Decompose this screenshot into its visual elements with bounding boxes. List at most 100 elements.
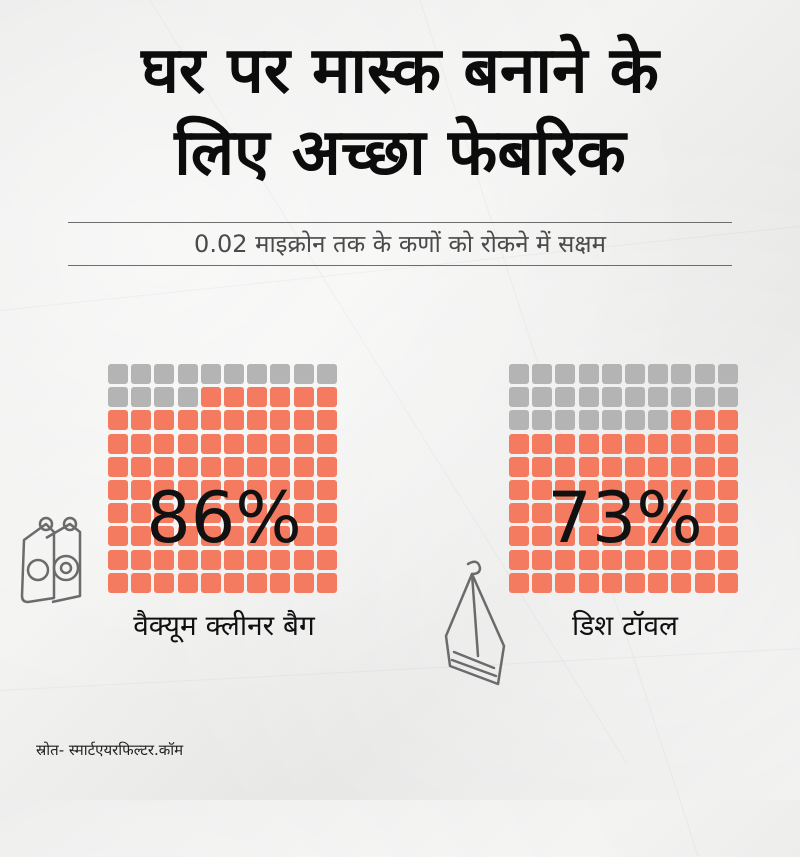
waffle-cell-filled	[671, 503, 692, 524]
waffle-cell-empty	[108, 364, 128, 384]
waffle-cell-filled	[694, 433, 715, 454]
waffle-cell-filled	[154, 549, 175, 570]
dish-towel-icon	[444, 560, 506, 686]
waffle-cell-empty	[154, 364, 175, 384]
waffle-cell-empty	[509, 364, 529, 384]
waffle-cell-filled	[108, 410, 128, 431]
waffle-cell-filled	[717, 572, 738, 593]
waffle-cell-filled	[131, 526, 152, 547]
waffle-cell-empty	[131, 364, 152, 384]
waffle-cell-filled	[293, 480, 314, 500]
waffle-cell-empty	[625, 387, 645, 408]
waffle-cell-filled	[316, 387, 337, 408]
waffle-cell-filled	[247, 503, 268, 524]
waffle-cell-filled	[671, 480, 692, 500]
waffle-chart-dish-towel	[509, 364, 741, 596]
waffle-cell-filled	[108, 480, 128, 500]
waffle-cell-filled	[224, 480, 244, 500]
waffle-cell-empty	[625, 410, 645, 431]
waffle-cell-filled	[717, 503, 738, 524]
waffle-cell-filled	[717, 549, 738, 570]
waffle-cell-filled	[694, 456, 715, 477]
waffle-cell-filled	[316, 549, 337, 570]
waffle-cell-filled	[177, 433, 198, 454]
waffle-cell-filled	[578, 433, 599, 454]
waffle-cell-filled	[509, 572, 529, 593]
waffle-cell-filled	[578, 480, 599, 500]
waffle-cell-empty	[625, 364, 645, 384]
waffle-cell-empty	[717, 364, 738, 384]
waffle-cell-filled	[154, 480, 175, 500]
waffle-cell-filled	[625, 572, 645, 593]
waffle-cell-filled	[177, 572, 198, 593]
value-label-vacuum-bag: 86%	[146, 477, 302, 559]
waffle-cell-filled	[270, 503, 291, 524]
waffle-cell-empty	[648, 364, 669, 384]
waffle-cell-filled	[293, 410, 314, 431]
waffle-cell-filled	[108, 456, 128, 477]
waffle-cell-filled	[532, 480, 553, 500]
waffle-cell-filled	[532, 549, 553, 570]
waffle-cell-filled	[316, 456, 337, 477]
waffle-cell-empty	[601, 410, 622, 431]
waffle-cell-filled	[293, 456, 314, 477]
waffle-cell-filled	[177, 480, 198, 500]
waffle-cell-filled	[200, 456, 221, 477]
waffle-cell-filled	[224, 456, 244, 477]
waffle-cell-filled	[509, 503, 529, 524]
waffle-cell-filled	[108, 503, 128, 524]
waffle-cell-filled	[177, 456, 198, 477]
waffle-cell-filled	[154, 410, 175, 431]
title-line-2: लिए अच्छा फेबरिक	[174, 116, 626, 190]
waffle-cell-empty	[177, 364, 198, 384]
waffle-cell-filled	[154, 572, 175, 593]
vacuum-bag-icon	[20, 516, 82, 604]
waffle-cell-filled	[316, 526, 337, 547]
category-label-vacuum-bag: वैक्यूम क्लीनर बैग	[133, 609, 315, 642]
waffle-cell-filled	[648, 549, 669, 570]
waffle-cell-filled	[601, 456, 622, 477]
waffle-cell-filled	[293, 503, 314, 524]
title-line-1: घर पर मास्क बनाने के	[141, 34, 659, 108]
waffle-cell-empty	[247, 364, 268, 384]
waffle-cell-empty	[509, 410, 529, 431]
waffle-cell-filled	[200, 572, 221, 593]
waffle-cell-filled	[717, 456, 738, 477]
waffle-cell-empty	[293, 364, 314, 384]
waffle-cell-filled	[200, 526, 221, 547]
waffle-cell-filled	[601, 503, 622, 524]
waffle-cell-filled	[177, 410, 198, 431]
waffle-cell-filled	[131, 572, 152, 593]
waffle-cell-filled	[509, 549, 529, 570]
waffle-cell-filled	[601, 572, 622, 593]
waffle-cell-empty	[154, 387, 175, 408]
waffle-cell-filled	[270, 410, 291, 431]
waffle-cell-filled	[717, 480, 738, 500]
waffle-cell-filled	[316, 410, 337, 431]
waffle-cell-filled	[555, 433, 576, 454]
waffle-cell-filled	[177, 526, 198, 547]
waffle-cell-empty	[578, 387, 599, 408]
waffle-cell-filled	[601, 549, 622, 570]
subtitle: 0.02 माइक्रोन तक के कणों को रोकने में सक…	[194, 230, 606, 258]
waffle-cell-empty	[509, 387, 529, 408]
waffle-cell-filled	[154, 526, 175, 547]
waffle-cell-filled	[224, 410, 244, 431]
waffle-cell-empty	[578, 364, 599, 384]
waffle-cell-filled	[555, 480, 576, 500]
waffle-cell-filled	[648, 433, 669, 454]
waffle-cell-empty	[532, 387, 553, 408]
waffle-cell-filled	[625, 480, 645, 500]
waffle-cell-filled	[578, 572, 599, 593]
waffle-cell-filled	[154, 503, 175, 524]
waffle-cell-filled	[625, 456, 645, 477]
waffle-cell-filled	[270, 572, 291, 593]
waffle-cell-empty	[671, 387, 692, 408]
subtitle-top-rule	[68, 222, 732, 223]
waffle-cell-filled	[578, 526, 599, 547]
waffle-cell-filled	[648, 480, 669, 500]
waffle-cell-filled	[131, 480, 152, 500]
waffle-cell-filled	[671, 526, 692, 547]
waffle-cell-filled	[648, 503, 669, 524]
waffle-cell-filled	[247, 526, 268, 547]
